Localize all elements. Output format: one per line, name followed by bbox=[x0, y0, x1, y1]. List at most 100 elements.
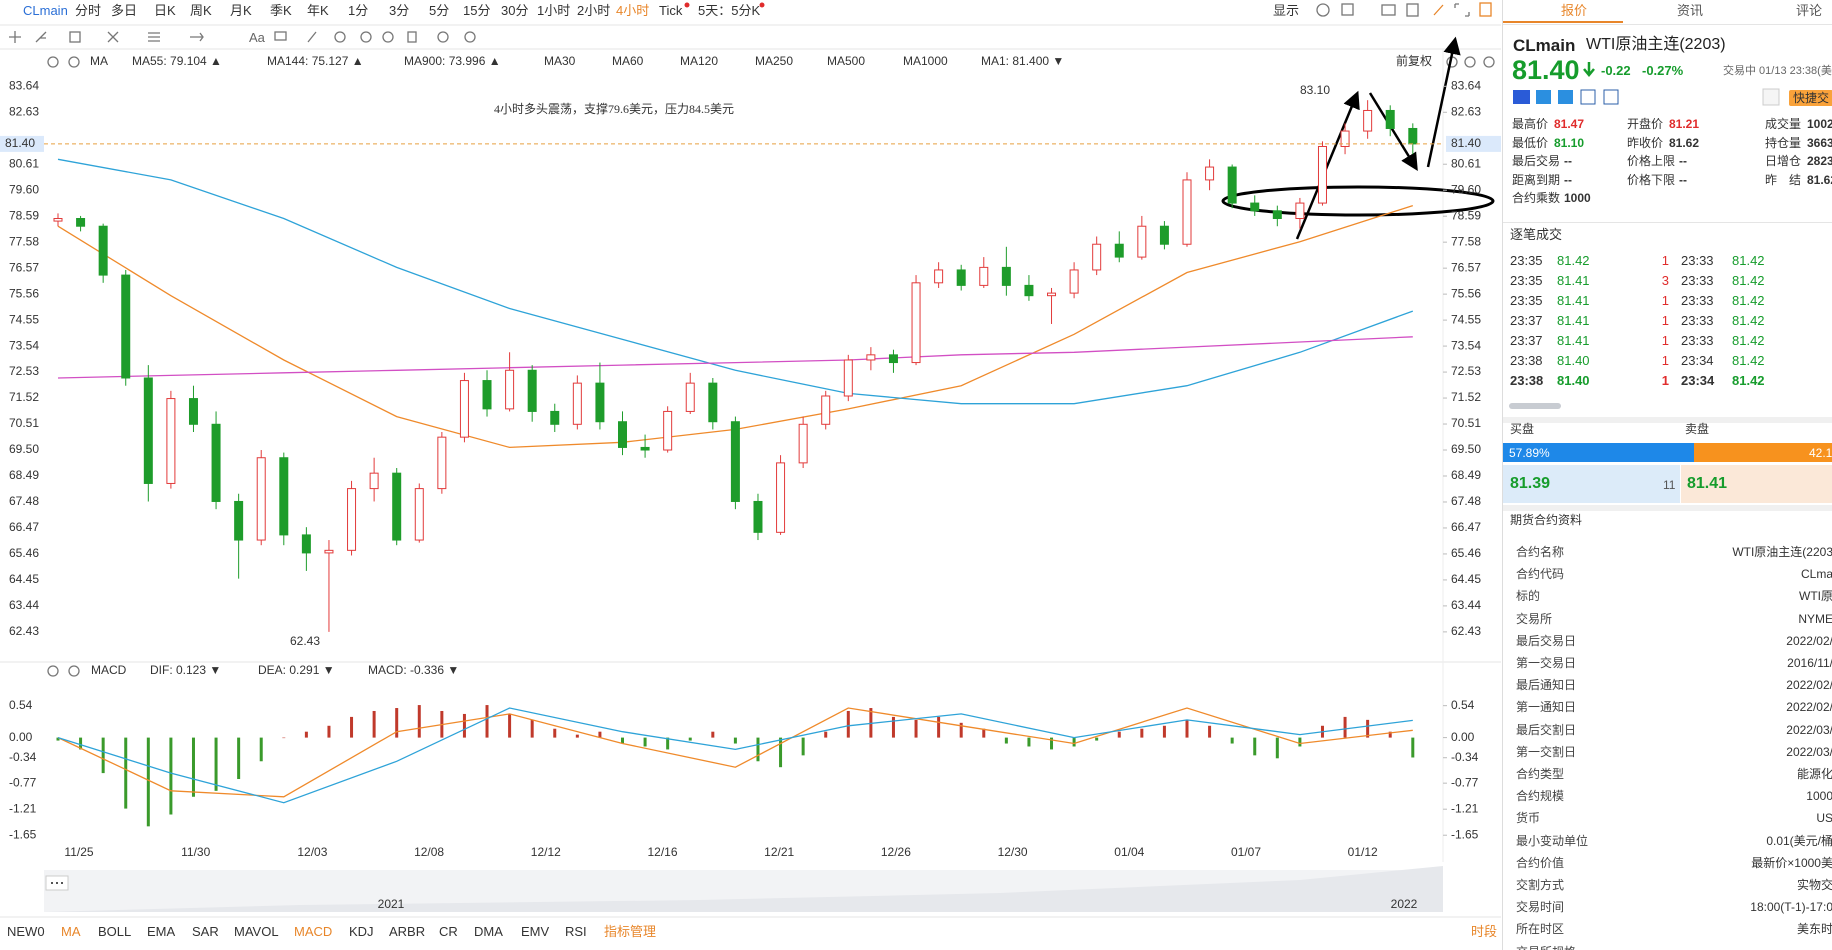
period-tab[interactable]: 1小时 bbox=[537, 3, 571, 18]
period-tab[interactable]: 4小时 bbox=[616, 3, 650, 18]
panel-icon[interactable] bbox=[1479, 2, 1492, 17]
period-tab[interactable]: 月K bbox=[230, 3, 252, 18]
crosshair-tool[interactable] bbox=[9, 31, 21, 43]
bid-box[interactable] bbox=[1503, 465, 1680, 503]
y-tick-label: 62.43 bbox=[1451, 624, 1481, 638]
indicator-tab[interactable]: BOLL bbox=[98, 924, 132, 939]
indicator-tab[interactable]: DMA bbox=[474, 924, 503, 939]
period-tab[interactable]: 15分 bbox=[463, 3, 491, 18]
legend-close[interactable] bbox=[68, 665, 80, 677]
spec-value: NYME bbox=[1798, 611, 1832, 626]
period-tab[interactable]: 5天：5分K bbox=[698, 3, 761, 18]
indicator-tab[interactable]: 指标管理 bbox=[604, 924, 657, 939]
period-tab[interactable]: 1分 bbox=[348, 3, 369, 18]
camera-icon[interactable] bbox=[1381, 4, 1396, 16]
indicator-tab[interactable]: KDJ bbox=[349, 924, 374, 939]
period-tab[interactable]: 2小时 bbox=[577, 3, 611, 18]
macd-bar bbox=[666, 737, 670, 750]
indicator-tab[interactable]: RSI bbox=[565, 924, 587, 939]
y-tick-label: 78.59 bbox=[9, 208, 39, 222]
spec-label: 第一通知日 bbox=[1516, 700, 1577, 715]
active-tab-underline bbox=[1503, 0, 1623, 23]
line-tool[interactable] bbox=[35, 31, 47, 43]
note-tool[interactable] bbox=[274, 31, 287, 41]
display-menu[interactable]: 显示 bbox=[1273, 3, 1300, 18]
y-tick-label: 79.60 bbox=[9, 182, 39, 196]
lock-tool[interactable] bbox=[360, 31, 372, 43]
candle-body bbox=[143, 377, 153, 484]
ask-title: 卖盘 bbox=[1685, 422, 1710, 436]
period-tab[interactable]: 年K bbox=[307, 3, 329, 18]
stat-label: 开盘价 bbox=[1627, 117, 1664, 131]
panel-minus[interactable] bbox=[1464, 56, 1476, 68]
indicator-tab[interactable]: SAR bbox=[192, 924, 219, 939]
ask-box[interactable] bbox=[1681, 465, 1832, 503]
indicator-tab[interactable]: MAVOL bbox=[234, 924, 279, 939]
macd-bar bbox=[372, 710, 376, 738]
settings-tool[interactable] bbox=[464, 31, 476, 43]
panel-tab[interactable]: 报价 bbox=[1561, 3, 1588, 18]
indicator-tab[interactable]: CR bbox=[439, 924, 458, 939]
fib-tool[interactable] bbox=[148, 32, 160, 42]
y-tick-label: -0.77 bbox=[9, 775, 37, 789]
y-tick-label: 67.48 bbox=[9, 494, 39, 508]
macd-bar bbox=[733, 737, 737, 744]
shape-tool[interactable] bbox=[69, 31, 81, 43]
period-tab[interactable]: 日K bbox=[154, 3, 176, 18]
legend-close[interactable] bbox=[68, 56, 80, 68]
x-tick-label: 12/08 bbox=[414, 845, 444, 859]
delete-tool[interactable] bbox=[407, 31, 417, 43]
price: 81.40 bbox=[1512, 55, 1580, 85]
panel-tab[interactable]: 评论 bbox=[1796, 3, 1823, 18]
indicator-tab[interactable]: NEW0 bbox=[7, 924, 45, 939]
period-toggle[interactable]: 时段 bbox=[1471, 924, 1498, 939]
macd-bar bbox=[779, 737, 783, 768]
symbol[interactable]: CLmain bbox=[23, 3, 68, 18]
indicator-tab[interactable]: EMA bbox=[147, 924, 176, 939]
navigator-year: 2022 bbox=[1391, 897, 1418, 911]
period-tab[interactable]: 分时 bbox=[75, 3, 102, 18]
edit-icon[interactable] bbox=[1406, 3, 1419, 17]
macd-bar bbox=[56, 737, 60, 741]
candle-body bbox=[1001, 266, 1011, 286]
bell-icon[interactable] bbox=[1762, 88, 1780, 106]
pattern-tool[interactable] bbox=[107, 31, 119, 43]
panel-tab[interactable]: 资讯 bbox=[1677, 3, 1704, 18]
trade-cell: 23:34 bbox=[1681, 373, 1715, 388]
period-tab[interactable]: 30分 bbox=[501, 3, 529, 18]
fullscreen-icon[interactable] bbox=[1454, 3, 1470, 17]
indicator-tab[interactable]: EMV bbox=[521, 924, 550, 939]
period-tab[interactable]: 3分 bbox=[389, 3, 410, 18]
panel-plus[interactable] bbox=[1483, 56, 1495, 68]
text-tool[interactable]: Aa bbox=[249, 30, 265, 45]
legend-settings[interactable] bbox=[47, 665, 59, 677]
indicator-tab[interactable]: ARBR bbox=[389, 924, 426, 939]
hide-tool[interactable] bbox=[382, 31, 394, 43]
settings-icon[interactable] bbox=[1316, 3, 1330, 17]
legend-settings[interactable] bbox=[47, 56, 59, 68]
period-tab[interactable]: Tick bbox=[659, 3, 683, 18]
y-tick-label: 77.58 bbox=[9, 234, 39, 248]
measure-tool[interactable] bbox=[190, 32, 204, 42]
candle-body bbox=[527, 369, 537, 412]
y-tick-label: 0.54 bbox=[9, 698, 33, 712]
period-tab[interactable]: 5分 bbox=[429, 3, 450, 18]
macd-bar bbox=[350, 716, 354, 738]
drawing-tools bbox=[9, 2, 1495, 677]
magnet-tool[interactable] bbox=[334, 31, 346, 43]
bid-bar bbox=[1503, 443, 1695, 462]
indicator-tab[interactable]: MA bbox=[61, 924, 81, 939]
macd-bar bbox=[1411, 737, 1415, 758]
quick-trade[interactable]: 快捷交 bbox=[1789, 90, 1832, 106]
indicator-tab[interactable]: MACD bbox=[294, 924, 333, 939]
y-tick-label: 65.46 bbox=[1451, 546, 1481, 560]
trade-cell: 23:35 bbox=[1510, 273, 1543, 288]
pen-icon[interactable] bbox=[1433, 4, 1444, 16]
period-tab[interactable]: 多日 bbox=[111, 3, 138, 18]
period-tab[interactable]: 周K bbox=[190, 3, 212, 18]
layout-icon[interactable] bbox=[1341, 3, 1354, 16]
stat-value: 81.62 bbox=[1669, 135, 1700, 150]
brush-tool[interactable] bbox=[307, 31, 317, 43]
period-tab[interactable]: 季K bbox=[270, 3, 292, 18]
link-tool[interactable] bbox=[437, 31, 449, 43]
